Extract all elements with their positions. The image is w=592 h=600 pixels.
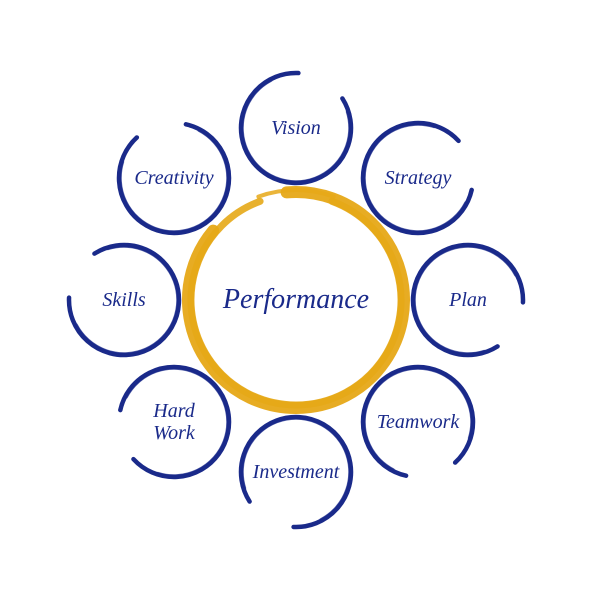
- node-label: Plan: [449, 289, 487, 311]
- node-label: Skills: [102, 289, 145, 311]
- performance-diagram: Performance Vision Strategy Plan Teamwork In…: [0, 0, 592, 600]
- node-label: Strategy: [385, 167, 452, 189]
- node-label: Hard Work: [153, 400, 194, 444]
- node-label: Investment: [253, 461, 340, 483]
- node-label: Creativity: [134, 167, 213, 189]
- center-label: Performance: [223, 284, 369, 316]
- node-label: Vision: [271, 117, 321, 139]
- node-label: Teamwork: [377, 411, 460, 433]
